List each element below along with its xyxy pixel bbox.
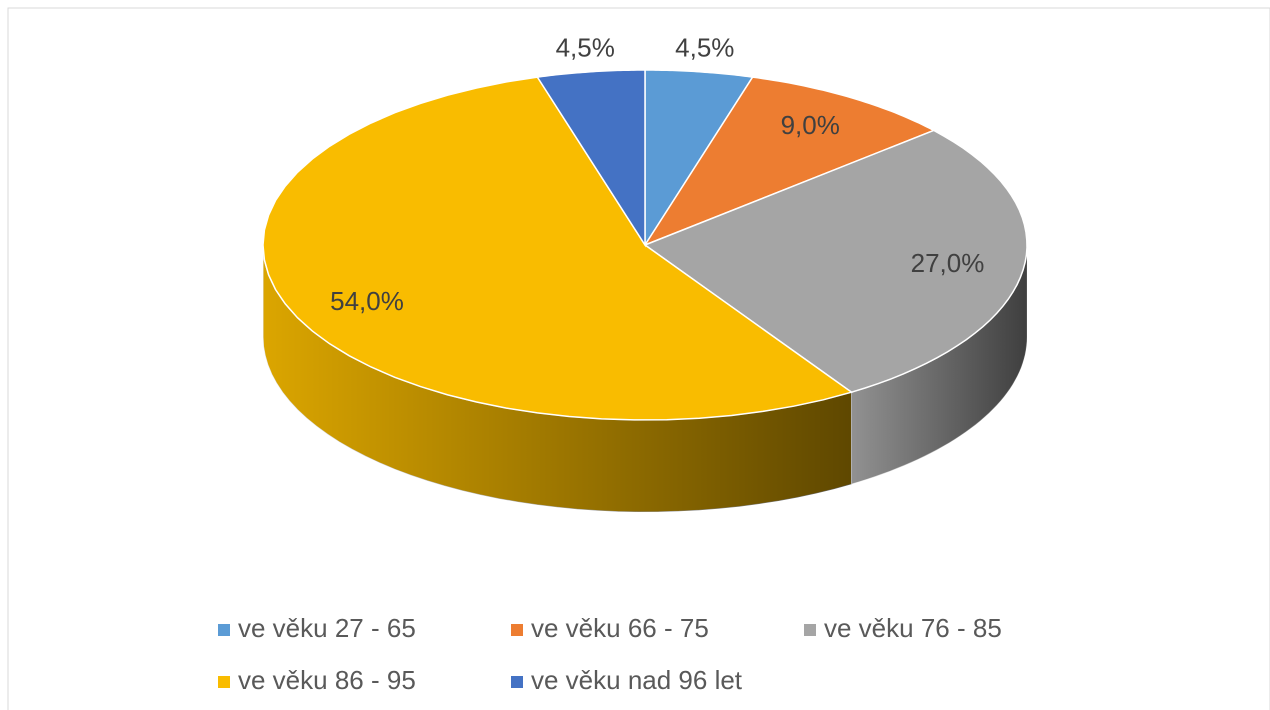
slice [643,76,936,247]
data-label: 9,0% [781,110,840,140]
legend-label: ve věku 86 - 95 [238,665,416,695]
slice-side-shade [851,245,1027,485]
legend-swatch [804,624,816,636]
data-label: 4,5% [675,33,734,63]
slice [643,129,1028,394]
data-label: 27,0% [911,248,985,278]
legend-swatch [218,624,230,636]
legend-swatch [218,676,230,688]
legend-label: ve věku 76 - 85 [824,613,1002,643]
legend-label: ve věku 66 - 75 [531,613,709,643]
chart-frame [7,7,1270,710]
legend-swatch [511,676,523,688]
slice [536,69,646,248]
slice [262,76,854,421]
slice [644,69,754,248]
legend-label: ve věku nad 96 let [531,665,743,695]
data-label: 54,0% [330,286,404,316]
legend-label: ve věku 27 - 65 [238,613,416,643]
slice-side-shade [263,245,852,512]
data-label: 4,5% [556,33,615,63]
legend-swatch [511,624,523,636]
